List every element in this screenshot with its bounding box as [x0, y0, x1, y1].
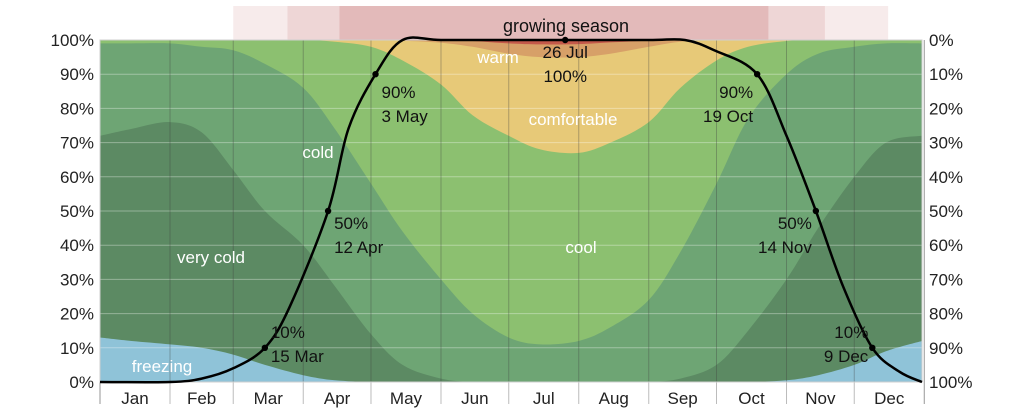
growing-probability-label-value: 10%	[271, 323, 305, 342]
growing-probability-label-date: 9 Dec	[824, 347, 869, 366]
right-axis-tick-label: 70%	[929, 270, 963, 289]
growing-probability-point	[869, 344, 876, 351]
growing-probability-label-value: 90%	[719, 83, 753, 102]
month-tick-label: May	[390, 389, 423, 408]
right-axis-tick-label: 20%	[929, 99, 963, 118]
growing-probability-point	[324, 207, 332, 215]
left-axis-tick-label: 30%	[60, 270, 94, 289]
growing-probability-point	[372, 71, 379, 78]
growing-season-band-1	[287, 6, 340, 40]
band-label-very-cold: very cold	[177, 248, 245, 267]
month-tick-label: Dec	[874, 389, 905, 408]
right-axis-tick-label: 10%	[929, 65, 963, 84]
left-axis-tick-label: 40%	[60, 236, 94, 255]
growing-probability-point	[753, 71, 761, 78]
growing-probability-label-date: 19 Oct	[703, 107, 753, 126]
right-axis-tick-label: 80%	[929, 305, 963, 324]
left-axis-tick-label: 60%	[60, 168, 94, 187]
month-tick-label: Mar	[254, 389, 284, 408]
right-axis-tick-label: 100%	[929, 373, 972, 392]
band-label-cold: cold	[302, 143, 333, 162]
growing-probability-label-value: 26 Jul	[543, 43, 588, 62]
month-tick-label: Jul	[533, 389, 555, 408]
growing-season-band-2	[339, 6, 769, 40]
growing-season-band-0	[233, 6, 288, 40]
month-tick-label: Jun	[461, 389, 488, 408]
growing-probability-label-date: 14 Nov	[758, 238, 812, 257]
month-tick-label: Feb	[187, 389, 216, 408]
left-axis-tick-label: 20%	[60, 305, 94, 324]
band-label-freezing: freezing	[132, 357, 192, 376]
growing-probability-label-value: 50%	[778, 214, 812, 233]
growing-probability-line	[99, 36, 923, 384]
growing-probability-point	[812, 207, 820, 215]
growing-probability-label-date: 100%	[543, 67, 586, 86]
left-axis-tick-label: 50%	[60, 202, 94, 221]
band-label-warm: warm	[476, 48, 519, 67]
band-label-cool: cool	[565, 238, 596, 257]
growing-season-band-4	[824, 6, 889, 40]
growing-probability-point	[561, 36, 569, 44]
growing-season-band-3	[768, 6, 825, 40]
month-tick-label: Apr	[324, 389, 351, 408]
right-axis-tick-label: 60%	[929, 236, 963, 255]
right-axis-tick-label: 30%	[929, 134, 963, 153]
left-axis-tick-label: 10%	[60, 339, 94, 358]
growing-season-label: growing season	[503, 16, 629, 36]
month-tick-label: Oct	[738, 389, 765, 408]
growing-probability-label-value: 50%	[334, 214, 368, 233]
left-axis-tick-label: 80%	[60, 99, 94, 118]
growing-probability-label-date: 12 Apr	[334, 238, 383, 257]
month-tick-label: Sep	[668, 389, 698, 408]
right-axis-tick-label: 40%	[929, 168, 963, 187]
right-axis-tick-label: 90%	[929, 339, 963, 358]
right-axis-tick-label: 0%	[929, 31, 954, 50]
month-tick-label: Jan	[121, 389, 148, 408]
left-axis-tick-label: 0%	[69, 373, 94, 392]
left-axis-tick-label: 70%	[60, 134, 94, 153]
month-tick-label: Nov	[805, 389, 836, 408]
left-axis-tick-label: 100%	[51, 31, 94, 50]
growing-probability-label-date: 3 May	[382, 107, 429, 126]
left-axis-tick-label: 90%	[60, 65, 94, 84]
growing-probability-label-date: 15 Mar	[271, 347, 324, 366]
right-axis-tick-label: 50%	[929, 202, 963, 221]
growing-probability-label-value: 10%	[834, 323, 868, 342]
band-freezing	[100, 337, 922, 383]
band-very-cold	[100, 122, 922, 383]
band-label-comfortable: comfortable	[529, 110, 618, 129]
growing-probability-label-value: 90%	[382, 83, 416, 102]
growing-probability-point	[261, 344, 269, 351]
month-tick-label: Aug	[599, 389, 629, 408]
